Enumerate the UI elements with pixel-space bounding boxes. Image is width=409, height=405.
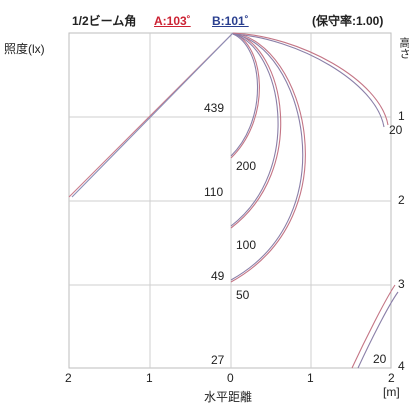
beam-angle-label: 1/2ビーム角 bbox=[72, 14, 137, 28]
x-tick: 1 bbox=[307, 371, 314, 385]
x-axis-label: 水平距離 bbox=[204, 390, 253, 404]
beam-a-angle: A:103˚ bbox=[154, 14, 191, 28]
contour-50-b bbox=[230, 33, 304, 281]
contour-20-b bbox=[232, 33, 385, 128]
contour-label: 100 bbox=[236, 238, 257, 252]
x-tick: 2 bbox=[388, 371, 395, 385]
beam-b-angle: B:101˚ bbox=[212, 14, 249, 28]
contour-label: 200 bbox=[236, 159, 257, 173]
contour-label: 20 bbox=[373, 352, 387, 366]
contour-curves bbox=[230, 32, 399, 369]
x-unit: [m] bbox=[383, 385, 400, 399]
contour-50-a bbox=[230, 32, 306, 283]
beam-b-line bbox=[71, 32, 234, 198]
illuminance-value: 49 bbox=[211, 269, 225, 283]
grid bbox=[68, 32, 392, 369]
contour-20-a bbox=[232, 32, 389, 126]
x-tick: 2 bbox=[65, 371, 72, 385]
maintenance-factor: (保守率:1.00) bbox=[312, 14, 384, 28]
contour-200-b bbox=[230, 33, 259, 157]
contour-label: 50 bbox=[236, 288, 250, 302]
contour-20-lower-a bbox=[351, 284, 396, 369]
height-tick: 2 bbox=[398, 193, 405, 207]
beam-spread-lines bbox=[68, 32, 234, 198]
illuminance-value: 439 bbox=[204, 101, 225, 115]
height-label: 高さ bbox=[398, 37, 409, 59]
contour-200-a bbox=[230, 32, 260, 159]
height-tick: 1 bbox=[398, 109, 405, 123]
height-tick: 4 bbox=[398, 359, 405, 373]
illuminance-value: 110 bbox=[204, 185, 224, 199]
contour-20-lower-b bbox=[357, 291, 399, 369]
contour-100-a bbox=[230, 32, 282, 229]
illuminance-value: 27 bbox=[211, 353, 225, 367]
contour-100-b bbox=[230, 33, 279, 227]
height-tick: 3 bbox=[398, 277, 405, 291]
contour-label: 20 bbox=[389, 123, 403, 137]
x-tick: 0 bbox=[227, 371, 234, 385]
y-axis-label: 照度(lx) bbox=[4, 42, 45, 56]
x-tick: 1 bbox=[146, 371, 153, 385]
